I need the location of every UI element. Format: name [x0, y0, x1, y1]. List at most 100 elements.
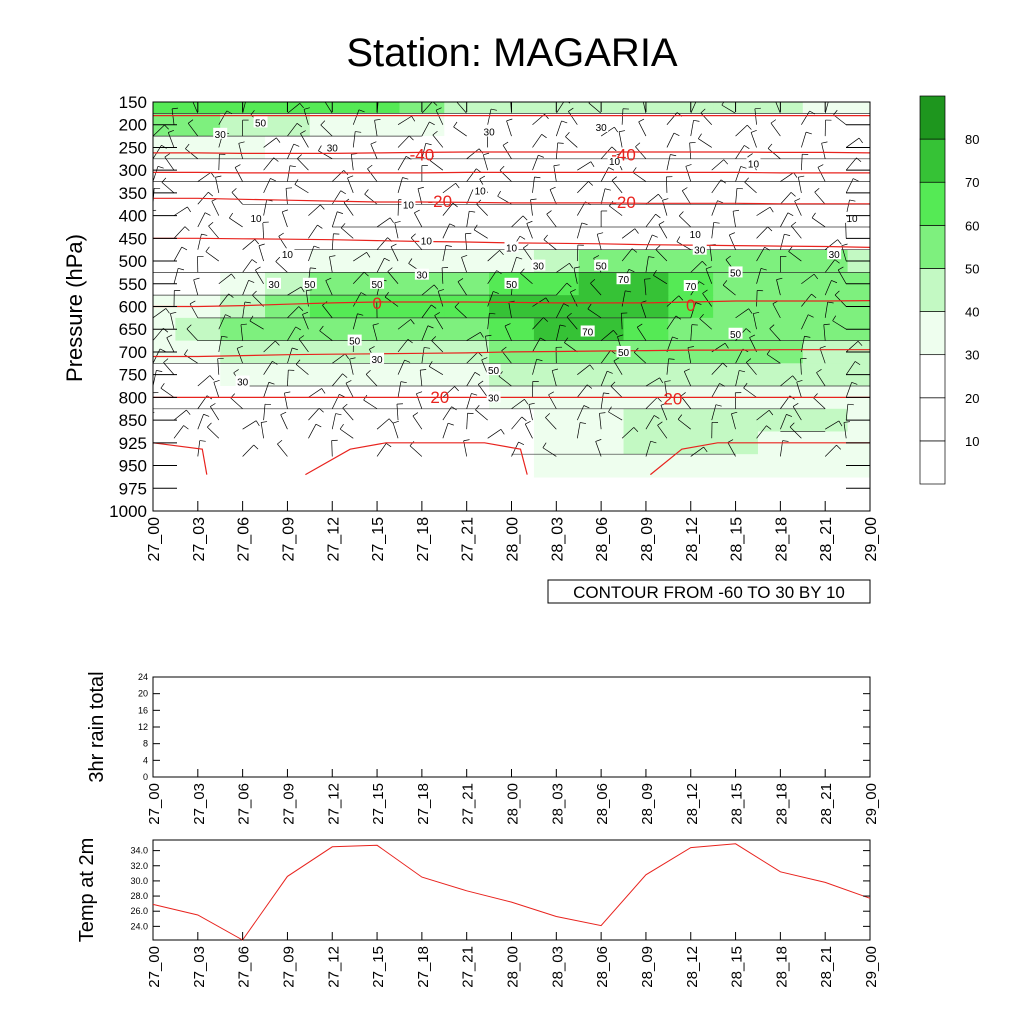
rh-cell [220, 408, 266, 433]
rh-contour-label: 50 [730, 330, 742, 341]
wind-barb [754, 108, 757, 125]
wind-barb-flag [731, 411, 738, 415]
temperature-contour [153, 197, 870, 205]
wind-barb-flag [581, 222, 588, 225]
rh-cell [175, 317, 221, 342]
wind-barb-flag [568, 107, 574, 112]
rh-cell [354, 226, 401, 251]
wind-barb-flag [463, 439, 470, 442]
wind-barb [466, 211, 470, 228]
wind-barb-flag [325, 277, 332, 281]
pressure-tick-label: 150 [119, 93, 147, 112]
wind-barb-flag [632, 167, 637, 173]
wind-barb-flag [652, 234, 658, 238]
wind-barb [240, 324, 243, 341]
wind-barb [666, 112, 678, 125]
wind-barb [621, 290, 626, 307]
wind-barb [843, 422, 847, 439]
wind-barb-flag [455, 183, 460, 189]
wind-barb [153, 308, 167, 319]
wind-barb [577, 161, 592, 171]
rh-cell [533, 204, 580, 228]
wind-barb-flag [548, 391, 554, 396]
rh-label-bg [594, 259, 609, 271]
wind-barb-flag [604, 188, 611, 191]
pressure-tick-label: 300 [119, 161, 147, 180]
wind-barb-flag [339, 423, 344, 430]
wind-barb [645, 256, 649, 273]
wind-barb [821, 143, 826, 159]
rain-axis-label: 3hr rain total [86, 671, 108, 782]
wind-barb [542, 447, 557, 457]
wind-barb-flag [838, 420, 843, 427]
wind-barb-flag [208, 221, 214, 227]
surface-temperature-contour [153, 442, 208, 475]
wind-barb-flag [804, 335, 811, 338]
wind-barb [308, 388, 322, 398]
wind-barb [397, 319, 411, 330]
wind-barb-flag [275, 340, 280, 346]
wind-barb [676, 241, 691, 250]
rh-cell [489, 408, 535, 433]
wind-barb [476, 203, 488, 216]
wind-barb-flag [767, 143, 773, 149]
wind-barb-flag [471, 393, 478, 396]
wind-barb-flag [276, 137, 281, 143]
wind-barb-flag [754, 107, 761, 110]
wind-barb [263, 157, 274, 171]
wind-barb [284, 392, 288, 409]
wind-barb-flag [254, 239, 260, 245]
chart-title: Station: MAGARIA [346, 31, 678, 75]
wind-barb [211, 201, 220, 216]
wind-barb-flag [408, 258, 413, 264]
wind-barb [731, 413, 736, 430]
wind-barb [504, 325, 512, 341]
time-tick-label: 27_15 [370, 946, 387, 988]
wind-barb-flag [233, 369, 239, 374]
cross-section-panel: 50 30 30 30 30 10 10 10 10 10 10 10 10 10 10 30 30 30 30 30… [62, 93, 880, 604]
wind-barb [343, 202, 354, 216]
wind-barb [421, 102, 433, 114]
wind-barb-flag [843, 421, 850, 423]
wind-barb [394, 222, 399, 239]
rh-cell [668, 340, 714, 364]
rh-label-bg [746, 157, 761, 169]
wind-barb [350, 154, 354, 171]
wind-barb-flag [204, 212, 211, 216]
rh-cell [220, 295, 266, 319]
rh-cell [623, 431, 669, 455]
wind-barb-flag [342, 403, 348, 409]
wind-barb [564, 342, 578, 353]
wind-barb [735, 124, 748, 137]
rh-cell [220, 158, 266, 183]
wind-barb [287, 103, 301, 114]
rh-label-bg [325, 141, 340, 153]
wind-barb-flag [275, 256, 281, 262]
wind-barb [532, 155, 539, 171]
wind-barb [208, 225, 220, 239]
wind-barb [187, 123, 199, 137]
temp2m-tick-label: 32.0 [130, 861, 148, 871]
wind-barb-flag [329, 255, 336, 258]
pressure-tick-label: 650 [119, 320, 147, 339]
wind-barb [824, 259, 836, 273]
rh-contour-label: 10 [403, 200, 415, 211]
wind-barb-flag [369, 346, 375, 350]
wind-barb [621, 228, 636, 239]
wind-barb [523, 247, 533, 262]
wind-barb-flag [518, 441, 525, 446]
wind-barb [756, 409, 770, 421]
wind-barb [746, 362, 757, 375]
wind-barb [642, 102, 647, 114]
pressure-tick-label: 750 [119, 366, 147, 385]
time-tick-label: 29_00 [863, 946, 880, 988]
wind-barb-flag [541, 134, 547, 139]
wind-barb-flag [476, 168, 482, 173]
wind-barb [756, 425, 767, 439]
rh-cell [713, 272, 759, 296]
wind-barb-flag [526, 220, 533, 224]
wind-barb [186, 328, 199, 341]
wind-barb-flag [853, 178, 859, 182]
wind-barb-flag [355, 131, 362, 133]
wind-barb-flag [811, 293, 817, 299]
